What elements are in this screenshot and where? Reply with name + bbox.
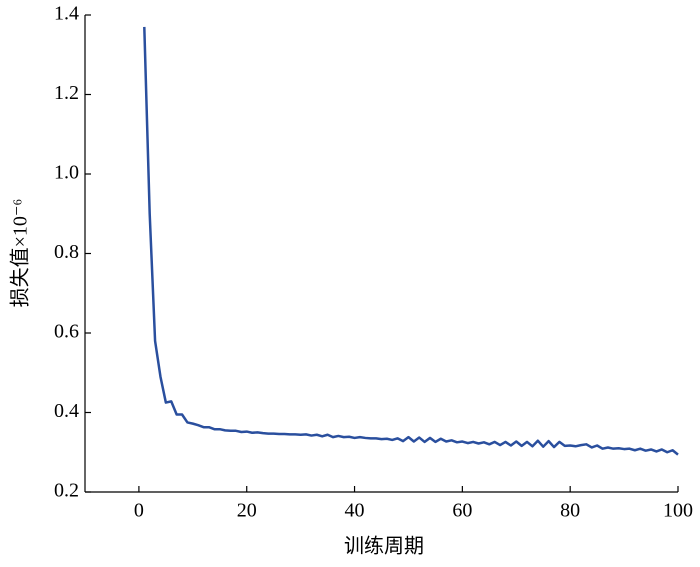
y-tick-label: 1.4 bbox=[54, 3, 79, 25]
y-tick-label: 0.6 bbox=[54, 321, 79, 343]
y-tick-label: 1.0 bbox=[54, 162, 79, 184]
x-tick-label: 40 bbox=[345, 500, 365, 522]
x-tick-label: 80 bbox=[560, 500, 580, 522]
y-axis-label: 损失值×10⁻⁶ bbox=[9, 199, 32, 308]
y-tick-label: 1.2 bbox=[54, 82, 79, 104]
x-tick-label: 60 bbox=[452, 500, 472, 522]
x-tick-label: 20 bbox=[237, 500, 257, 522]
y-tick-label: 0.8 bbox=[54, 241, 79, 263]
y-tick-label: 0.4 bbox=[54, 400, 79, 422]
x-axis-label: 训练周期 bbox=[344, 535, 424, 558]
loss-line bbox=[143, 26, 679, 456]
x-tick-label: 0 bbox=[134, 500, 144, 522]
x-tick-label: 100 bbox=[663, 500, 693, 522]
y-tick-label: 0.2 bbox=[54, 480, 79, 502]
